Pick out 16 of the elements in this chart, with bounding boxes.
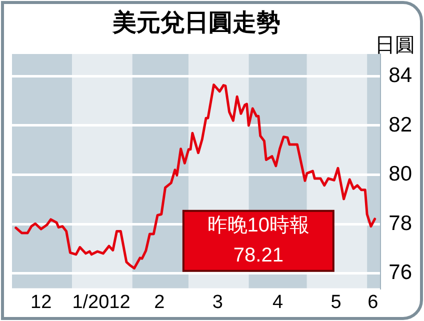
x-tick-label: 12 (30, 292, 52, 313)
y-axis-title: 日圓 (375, 34, 415, 57)
annotation: 78.21 (233, 244, 284, 266)
x-tick-label: 2 (154, 292, 165, 313)
x-tick-label: 6 (368, 292, 378, 313)
y-tick-label: 76 (388, 261, 412, 284)
y-tick-label: 84 (388, 64, 412, 87)
x-tick-label: 3 (212, 292, 223, 313)
x-tick-label: 5 (330, 292, 342, 313)
x-tick-label: 4 (272, 292, 284, 313)
y-tick-label: 78 (388, 212, 412, 235)
y-tick-label: 80 (388, 162, 412, 186)
chart-title: 美元兌日圓走勢 (111, 8, 280, 37)
annotation: 昨晚10時報 (207, 214, 310, 236)
y-tick-label: 82 (388, 113, 412, 136)
x-tick-label: 1/2012 (72, 292, 130, 313)
